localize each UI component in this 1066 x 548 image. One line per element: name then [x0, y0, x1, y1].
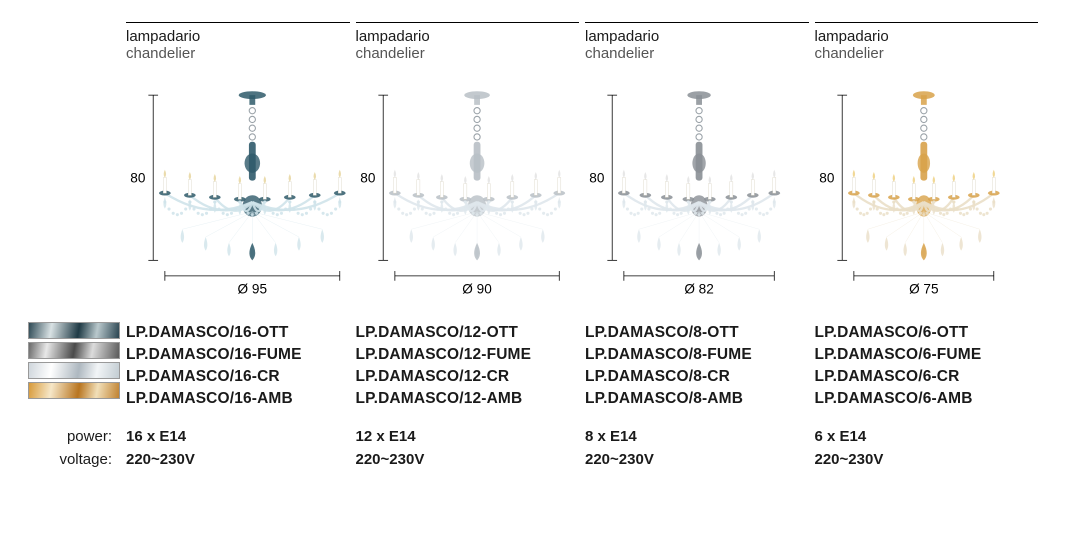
header-title-en: chandelier — [815, 46, 1039, 63]
svg-text:Ø 75: Ø 75 — [909, 281, 938, 296]
swatch-ott — [28, 322, 120, 339]
power-val-2: 12 x E14 — [356, 410, 580, 449]
product-code: LP.DAMASCO/12-OTT — [356, 322, 580, 344]
diagram-2: 80 Ø 90 — [356, 66, 579, 309]
voltage-label: voltage: — [12, 449, 120, 472]
product-code: LP.DAMASCO/8-CR — [585, 366, 809, 388]
diagram-spacer — [12, 66, 120, 316]
header-spacer — [12, 22, 120, 66]
codes-1: LP.DAMASCO/16-OTTLP.DAMASCO/16-FUMELP.DA… — [126, 316, 350, 410]
header-title-en: chandelier — [126, 46, 350, 63]
header-title-it: lampadario — [356, 29, 580, 46]
col-header-3: lampadario chandelier — [585, 22, 809, 66]
svg-text:Ø 90: Ø 90 — [462, 281, 492, 296]
product-code: LP.DAMASCO/6-CR — [815, 366, 1039, 388]
diagram-cell-3: 80 Ø 82 — [585, 66, 809, 316]
header-title-en: chandelier — [356, 46, 580, 63]
product-code: LP.DAMASCO/6-OTT — [815, 322, 1039, 344]
product-code: LP.DAMASCO/16-CR — [126, 366, 350, 388]
product-code: LP.DAMASCO/12-AMB — [356, 388, 580, 410]
diagram-cell-4: 80 Ø 75 — [815, 66, 1039, 316]
diagram-1: 80 Ø 95 — [126, 66, 349, 309]
svg-text:Ø 95: Ø 95 — [238, 281, 267, 296]
power-label: power: — [12, 410, 120, 449]
voltage-val-3: 220~230V — [585, 449, 809, 472]
col-header-1: lampadario chandelier — [126, 22, 350, 66]
product-code: LP.DAMASCO/6-FUME — [815, 344, 1039, 366]
product-code: LP.DAMASCO/8-OTT — [585, 322, 809, 344]
header-title-it: lampadario — [585, 29, 809, 46]
product-code: LP.DAMASCO/12-CR — [356, 366, 580, 388]
svg-text:Ø 82: Ø 82 — [684, 281, 713, 296]
diagram-cell-1: 80 Ø 95 — [126, 66, 350, 316]
voltage-val-2: 220~230V — [356, 449, 580, 472]
diagram-3: 80 Ø 82 — [585, 66, 808, 309]
svg-text:80: 80 — [130, 171, 146, 186]
diagram-4: 80 Ø 75 — [815, 66, 1038, 309]
header-title-en: chandelier — [585, 46, 809, 63]
swatch-amb — [28, 382, 120, 399]
svg-text:80: 80 — [589, 171, 605, 186]
header-title-it: lampadario — [126, 29, 350, 46]
swatch-cr — [28, 362, 120, 379]
col-header-4: lampadario chandelier — [815, 22, 1039, 66]
power-val-1: 16 x E14 — [126, 410, 350, 449]
product-code: LP.DAMASCO/8-AMB — [585, 388, 809, 410]
voltage-val-1: 220~230V — [126, 449, 350, 472]
codes-3: LP.DAMASCO/8-OTTLP.DAMASCO/8-FUMELP.DAMA… — [585, 316, 809, 410]
col-header-2: lampadario chandelier — [356, 22, 580, 66]
product-code: LP.DAMASCO/12-FUME — [356, 344, 580, 366]
product-code: LP.DAMASCO/8-FUME — [585, 344, 809, 366]
svg-text:80: 80 — [360, 171, 376, 186]
diagram-cell-2: 80 Ø 90 — [356, 66, 580, 316]
product-code: LP.DAMASCO/16-FUME — [126, 344, 350, 366]
finish-swatches — [12, 316, 120, 410]
product-code: LP.DAMASCO/16-OTT — [126, 322, 350, 344]
spec-sheet: lampadario chandelier lampadario chandel… — [12, 22, 1038, 471]
swatch-fume — [28, 342, 120, 359]
codes-2: LP.DAMASCO/12-OTTLP.DAMASCO/12-FUMELP.DA… — [356, 316, 580, 410]
codes-4: LP.DAMASCO/6-OTTLP.DAMASCO/6-FUMELP.DAMA… — [815, 316, 1039, 410]
svg-text:80: 80 — [819, 171, 835, 186]
power-val-4: 6 x E14 — [815, 410, 1039, 449]
voltage-val-4: 220~230V — [815, 449, 1039, 472]
power-val-3: 8 x E14 — [585, 410, 809, 449]
product-code: LP.DAMASCO/6-AMB — [815, 388, 1039, 410]
product-code: LP.DAMASCO/16-AMB — [126, 388, 350, 410]
header-title-it: lampadario — [815, 29, 1039, 46]
